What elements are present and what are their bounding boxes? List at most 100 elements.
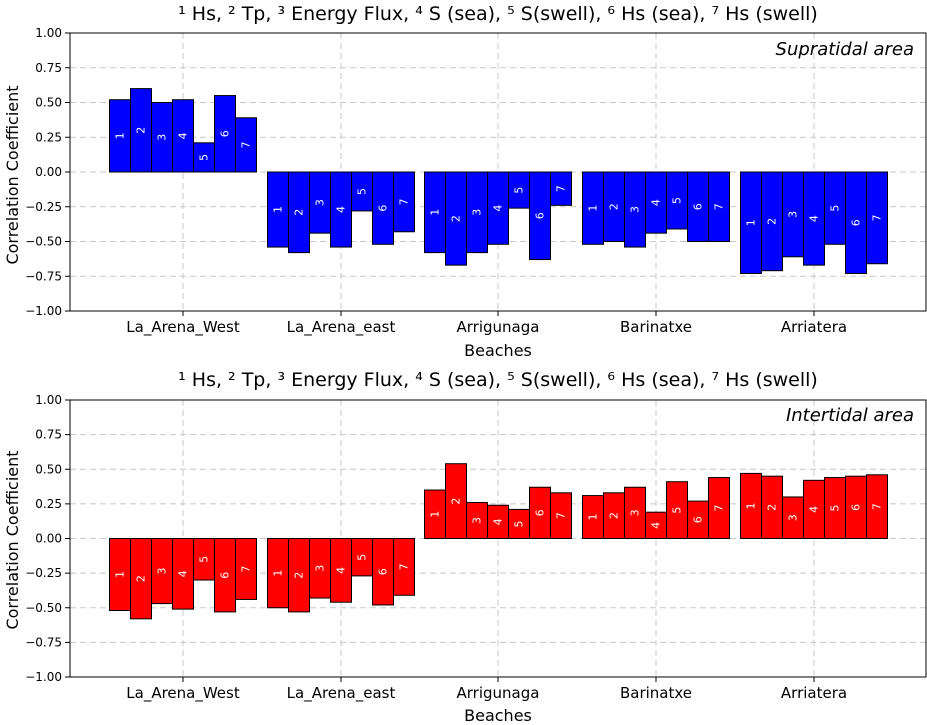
- bar-number-label: 4: [808, 506, 821, 513]
- supratidal-chart: ¹ Hs, ² Tp, ³ Energy Flux, ⁴ S (sea), ⁵ …: [3, 3, 927, 360]
- bar-number-label: 3: [314, 565, 327, 572]
- bar-number-label: 6: [692, 203, 705, 210]
- y-tick-label: −1.00: [25, 670, 62, 684]
- chart-title: ¹ Hs, ² Tp, ³ Energy Flux, ⁴ S (sea), ⁵ …: [178, 369, 818, 391]
- bar: [550, 171, 572, 206]
- bar-number-label: 6: [377, 205, 390, 212]
- bar-number-label: 2: [450, 215, 463, 222]
- bar-number-label: 3: [471, 209, 484, 216]
- bar-number-label: 6: [850, 219, 863, 226]
- bar: [172, 99, 194, 173]
- y-tick-label: −0.75: [25, 635, 62, 649]
- y-tick-label: −0.25: [25, 200, 62, 214]
- y-tick-label: 1.00: [35, 26, 62, 40]
- bar-number-label: 7: [240, 565, 253, 572]
- bar-number-label: 1: [587, 514, 600, 521]
- bar-number-label: 1: [114, 132, 127, 139]
- bar-number-label: 2: [766, 504, 779, 511]
- bar-number-label: 5: [356, 188, 369, 195]
- x-tick-label: La_Arena_West: [126, 684, 240, 703]
- bar-number-label: 5: [829, 505, 842, 512]
- bar-number-label: 2: [135, 575, 148, 582]
- bar-number-label: 1: [745, 219, 758, 226]
- bar-number-label: 4: [808, 215, 821, 222]
- y-tick-label: 0.00: [35, 165, 62, 179]
- x-tick-label: Arrigunaga: [457, 684, 540, 702]
- bar-number-label: 6: [534, 212, 547, 219]
- bar: [550, 492, 572, 540]
- bar-number-label: 5: [513, 520, 526, 527]
- bar: [235, 538, 257, 600]
- bar-number-label: 4: [650, 522, 663, 529]
- bar-number-label: 1: [114, 571, 127, 578]
- bar: [708, 171, 730, 242]
- bar-number-label: 6: [534, 509, 547, 516]
- bar-number-label: 1: [429, 209, 442, 216]
- bar-number-label: 6: [850, 504, 863, 511]
- bar-number-label: 4: [335, 567, 348, 574]
- y-tick-label: 0.25: [35, 130, 62, 144]
- bar-number-label: 4: [492, 518, 505, 525]
- bar: [445, 463, 467, 539]
- bar-number-label: 4: [650, 199, 663, 206]
- y-tick-label: −0.50: [25, 235, 62, 249]
- bar-number-label: 7: [398, 563, 411, 570]
- y-tick-label: 1.00: [35, 393, 62, 407]
- bar-number-label: 5: [198, 556, 211, 563]
- bar-number-label: 2: [608, 203, 621, 210]
- x-tick-label: La_Arena_West: [126, 318, 240, 337]
- bar-number-label: 4: [492, 205, 505, 212]
- intertidal-chart: ¹ Hs, ² Tp, ³ Energy Flux, ⁴ S (sea), ⁵ …: [3, 369, 927, 725]
- axes-frame: [69, 399, 927, 678]
- y-tick-label: −0.50: [25, 601, 62, 615]
- bar-number-label: 7: [713, 203, 726, 210]
- bar-number-label: 1: [745, 502, 758, 509]
- x-axis-label: Beaches: [464, 706, 532, 725]
- bar-number-label: 1: [272, 206, 285, 213]
- bar-number-label: 1: [272, 570, 285, 577]
- bar-number-label: 3: [156, 568, 169, 575]
- bar-number-label: 5: [356, 554, 369, 561]
- y-tick-label: 0.75: [35, 61, 62, 75]
- area-annotation: Supratidal area: [776, 39, 914, 60]
- bar-number-label: 5: [829, 205, 842, 212]
- y-tick-label: 0.50: [35, 462, 62, 476]
- bar-number-label: 7: [713, 505, 726, 512]
- bar: [866, 171, 888, 265]
- bar-number-label: 2: [608, 512, 621, 519]
- x-tick-label: La_Arena_east: [287, 684, 396, 703]
- y-axis-label: Correlation Coefficient: [3, 450, 22, 629]
- bar-number-label: 3: [314, 199, 327, 206]
- x-tick-label: Arrigunaga: [457, 318, 540, 336]
- bar-number-label: 7: [871, 503, 884, 510]
- bar-number-label: 3: [787, 514, 800, 521]
- bar: [393, 538, 415, 596]
- bar-number-label: 6: [377, 568, 390, 575]
- x-tick-label: La_Arena_east: [287, 318, 396, 337]
- x-tick-label: Arriatera: [781, 684, 847, 702]
- bar-number-label: 5: [671, 197, 684, 204]
- bar-number-label: 3: [629, 509, 642, 516]
- x-tick-label: Arriatera: [781, 318, 847, 336]
- bar: [235, 117, 257, 173]
- bars: 1 2 3 4 5 6 7 1 2 3 4 5 6 7 1 2 3 4 5 6 7 1 2 3 4 5 6 7 1 2 3 4 5 6 7: [109, 463, 888, 620]
- bar-number-label: 5: [513, 187, 526, 194]
- bar-number-label: 2: [293, 209, 306, 216]
- bar-number-label: 3: [156, 134, 169, 141]
- y-tick-label: 0.00: [35, 532, 62, 546]
- bar: [393, 171, 415, 233]
- y-tick-label: 0.50: [35, 96, 62, 110]
- bar-number-label: 7: [398, 198, 411, 205]
- bar-number-label: 4: [177, 570, 190, 577]
- bar-number-label: 1: [587, 205, 600, 212]
- bar-number-label: 2: [293, 572, 306, 579]
- bar-number-label: 6: [692, 516, 705, 523]
- x-tick-label: Barinatxe: [620, 684, 692, 702]
- axes-frame: [69, 32, 927, 312]
- y-tick-label: −1.00: [25, 304, 62, 318]
- bar-number-label: 5: [671, 507, 684, 514]
- bar: [866, 474, 888, 540]
- bar-number-label: 2: [450, 498, 463, 505]
- y-tick-label: 0.75: [35, 428, 62, 442]
